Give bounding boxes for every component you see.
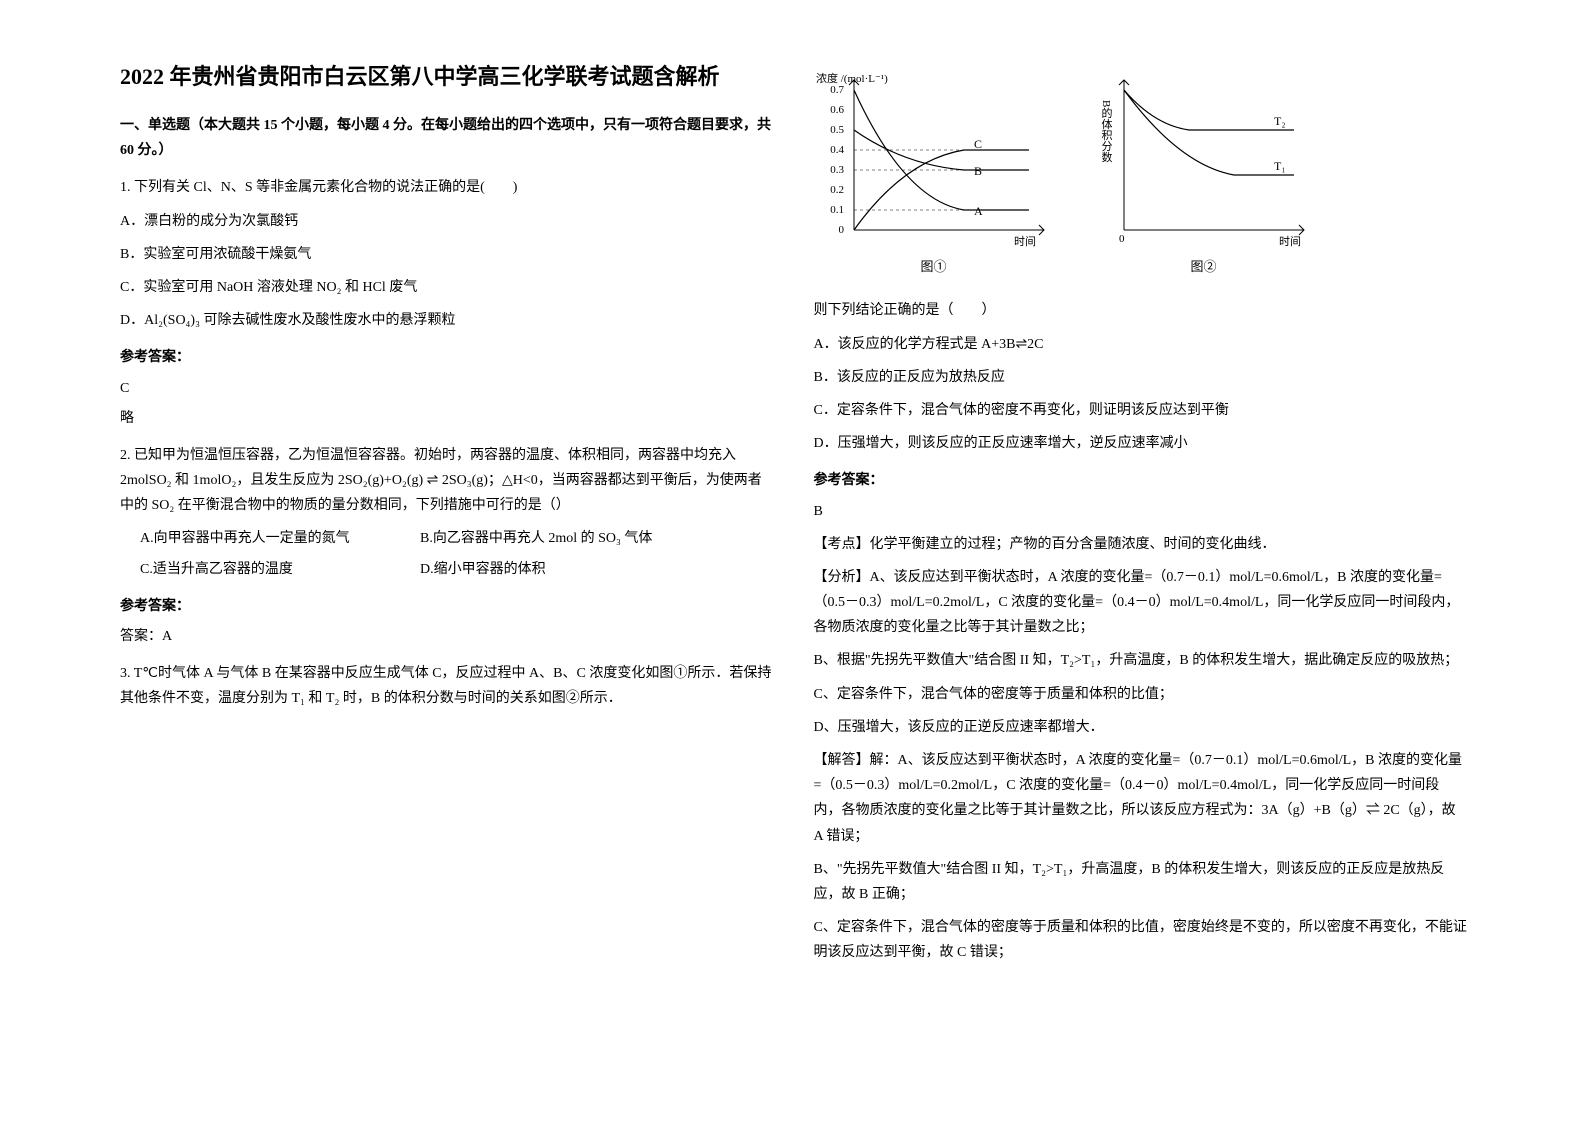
q2-option-c: C.适当升高乙容器的温度 [140,557,420,582]
q3-text: 3. T℃时气体 A 与气体 B 在某容器中反应生成气体 C，反应过程中 A、B… [120,661,774,711]
q2-answer-label: 参考答案： [120,594,774,619]
chart-2-svg: B的体积分数 T₂ T₁ 时间 0 [1094,70,1314,250]
chart-1-svg: 0 0.1 0.2 0.3 0.4 0.5 0.6 0.7 A B [814,70,1054,250]
svg-text:0.3: 0.3 [830,164,844,176]
q1-answer-label: 参考答案： [120,345,774,370]
q3-analysis-6: 【解答】解：A、该反应达到平衡状态时，A 浓度的变化量=（0.7－0.1）mol… [814,748,1468,849]
svg-text:时间: 时间 [1279,235,1301,248]
question-3-intro: 3. T℃时气体 A 与气体 B 在某容器中反应生成气体 C，反应过程中 A、B… [120,661,774,711]
svg-text:0.6: 0.6 [830,104,844,116]
q2-answer: 答案：A [120,624,774,649]
document-title: 2022 年贵州省贵阳市白云区第八中学高三化学联考试题含解析 [120,60,774,93]
q3-option-d: D．压强增大，则该反应的正反应速率增大，逆反应速率减小 [814,431,1468,456]
q2-option-a: A.向甲容器中再充人一定量的氮气 [140,526,420,551]
q2-option-d: D.缩小甲容器的体积 [420,557,546,582]
svg-text:T₁: T₁ [1274,159,1286,173]
q1-option-c: C．实验室可用 NaOH 溶液处理 NO₂ 和 HCl 废气 [120,275,774,300]
chart-2-caption: 图② [1094,255,1314,278]
svg-text:0.2: 0.2 [830,184,844,196]
charts-container: 0 0.1 0.2 0.3 0.4 0.5 0.6 0.7 A B [814,70,1468,278]
question-1: 1. 下列有关 Cl、N、S 等非金属元素化合物的说法正确的是( ) A．漂白粉… [120,175,774,431]
svg-text:B: B [974,164,982,178]
q3-analysis-1: 【考点】化学平衡建立的过程；产物的百分含量随浓度、时间的变化曲线． [814,532,1468,557]
q1-option-a: A．漂白粉的成分为次氯酸钙 [120,209,774,234]
question-2: 2. 已知甲为恒温恒压容器，乙为恒温恒容容器。初始时，两容器的温度、体积相同，两… [120,443,774,649]
section-header: 一、单选题（本大题共 15 个小题，每小题 4 分。在每小题给出的四个选项中，只… [120,113,774,163]
svg-text:时间: 时间 [1014,235,1036,248]
q1-text: 1. 下列有关 Cl、N、S 等非金属元素化合物的说法正确的是( ) [120,175,774,200]
svg-text:B的体积分数: B的体积分数 [1100,100,1113,163]
q3-option-a: A．该反应的化学方程式是 A+3B⇌2C [814,332,1468,357]
svg-text:浓度 /(mol·L⁻¹): 浓度 /(mol·L⁻¹) [816,71,888,85]
q3-analysis-4: C、定容条件下，混合气体的密度等于质量和体积的比值； [814,682,1468,707]
q1-answer: C [120,376,774,401]
svg-text:0.4: 0.4 [830,144,844,156]
svg-text:T₂: T₂ [1274,114,1286,128]
chart-1: 0 0.1 0.2 0.3 0.4 0.5 0.6 0.7 A B [814,70,1054,278]
svg-text:0.5: 0.5 [830,124,844,136]
q2-option-b: B.向乙容器中再充人 2mol 的 SO₃ 气体 [420,526,652,551]
q3-analysis-3: B、根据"先拐先平数值大"结合图 II 知，T₂>T₁，升高温度，B 的体积发生… [814,648,1468,673]
q3-analysis-5: D、压强增大，该反应的正逆反应速率都增大． [814,715,1468,740]
q3-option-b: B．该反应的正反应为放热反应 [814,365,1468,390]
svg-text:0: 0 [838,224,844,236]
svg-text:A: A [974,204,983,218]
q2-text: 2. 已知甲为恒温恒压容器，乙为恒温恒容容器。初始时，两容器的温度、体积相同，两… [120,443,774,519]
chart-1-caption: 图① [814,255,1054,278]
svg-text:0.7: 0.7 [830,84,844,96]
svg-text:0: 0 [1119,233,1125,245]
q1-option-d: D．Al₂(SO₄)₃ 可除去碱性废水及酸性废水中的悬浮颗粒 [120,308,774,333]
q1-answer-note: 略 [120,406,774,431]
q3-answer: B [814,499,1468,524]
q3-analysis-7: B、"先拐先平数值大"结合图 II 知，T₂>T₁，升高温度，B 的体积发生增大… [814,857,1468,907]
q3-analysis-2: 【分析】A、该反应达到平衡状态时，A 浓度的变化量=（0.7－0.1）mol/L… [814,565,1468,641]
q3-post-chart: 则下列结论正确的是（ ） [814,298,1468,323]
q3-answer-label: 参考答案： [814,468,1468,493]
svg-text:0.1: 0.1 [830,204,844,216]
q3-analysis-8: C、定容条件下，混合气体的密度等于质量和体积的比值，密度始终是不变的，所以密度不… [814,915,1468,965]
q3-option-c: C．定容条件下，混合气体的密度不再变化，则证明该反应达到平衡 [814,398,1468,423]
right-column: 0 0.1 0.2 0.3 0.4 0.5 0.6 0.7 A B [794,60,1488,1062]
left-column: 2022 年贵州省贵阳市白云区第八中学高三化学联考试题含解析 一、单选题（本大题… [100,60,794,1062]
svg-text:C: C [974,137,982,151]
q1-option-b: B．实验室可用浓硫酸干燥氨气 [120,242,774,267]
chart-2: B的体积分数 T₂ T₁ 时间 0 图② [1094,70,1314,278]
